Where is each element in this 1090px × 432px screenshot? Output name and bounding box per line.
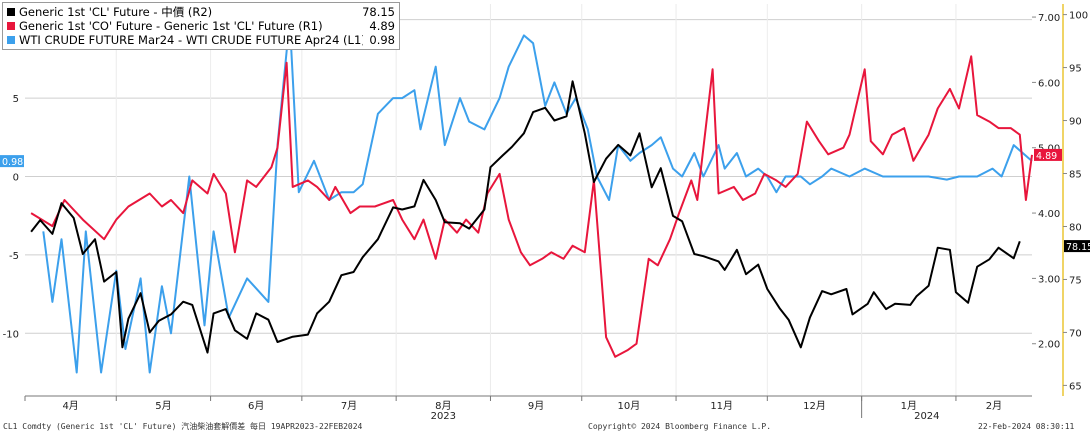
legend-value-wti: 0.98: [369, 33, 395, 47]
last-value-tags: 0.98 4.89 78.15: [0, 148, 1090, 253]
legend-label-cl: Generic 1st 'CL' Future - 中價 (R2): [19, 5, 213, 19]
x-tick-label: 8月: [435, 400, 451, 412]
tag-spread: 4.89: [1036, 151, 1057, 162]
series-line-r2: [30, 80, 1021, 354]
legend-item-wti: WTI CRUDE FUTURE Mar24 - WTI CRUDE FUTUR…: [7, 33, 395, 47]
legend-value-cl: 78.15: [362, 5, 395, 19]
legend-label-spread: Generic 1st 'CO' Future - Generic 1st 'C…: [19, 19, 323, 33]
year-label: 2023: [431, 411, 456, 422]
x-tick-label: 7月: [341, 400, 357, 412]
x-tick-label: 2月: [986, 400, 1002, 412]
legend-swatch-wti: [7, 36, 15, 44]
x-tick-label: 4月: [62, 400, 78, 412]
r2-tick-label: 90: [1069, 117, 1082, 128]
footer-source: CL1 Comdty (Generic 1st 'CL' Future) 汽油柴…: [3, 422, 363, 431]
legend-swatch-cl: [7, 8, 15, 16]
r2-tick-label: 95: [1069, 64, 1082, 75]
r1-tick-label: 3.00: [1038, 274, 1060, 285]
left-axis: 1050-5-10: [3, 16, 19, 341]
right-axis-r2: 100 95 90 85 80 75 70 65: [1062, 4, 1088, 396]
legend-value-spread: 4.89: [369, 19, 395, 33]
r2-tick-label: 100: [1069, 11, 1088, 22]
legend-label-wti: WTI CRUDE FUTURE Mar24 - WTI CRUDE FUTUR…: [19, 33, 364, 47]
series-lines: [30, 18, 1033, 374]
r2-tick-label: 80: [1069, 222, 1082, 233]
r1-tick-label: 2.00: [1038, 340, 1060, 351]
gridlines: [25, 4, 1032, 396]
legend-item-spread: Generic 1st 'CO' Future - Generic 1st 'C…: [7, 19, 395, 33]
year-label: 2024: [914, 411, 939, 422]
r2-tick-label: 70: [1069, 328, 1082, 339]
x-tick-label: 5月: [155, 400, 171, 412]
r2-tick-label: 65: [1069, 381, 1082, 392]
x-tick-label: 6月: [248, 400, 264, 412]
left-tick-label: 5: [13, 94, 19, 105]
r2-tick-label: 75: [1069, 275, 1082, 286]
left-tick-label: -10: [3, 329, 19, 340]
legend-swatch-spread: [7, 22, 15, 30]
tag-wti: 0.98: [2, 157, 23, 168]
x-tick-label: 9月: [528, 400, 544, 412]
right-axis-r1: 7.006.005.004.003.002.00: [1032, 13, 1060, 351]
x-axis: 4月 5月 6月 7月 8月 9月 10月 11月 12月 1月 2月 2023 2024: [24, 395, 1032, 422]
r1-tick-label: 7.00: [1038, 13, 1060, 24]
left-tick-label: 0: [13, 172, 19, 183]
series-line-l1: [42, 18, 1033, 374]
left-tick-label: -5: [9, 251, 19, 262]
tag-cl-bg: [1064, 240, 1090, 253]
x-tick-label: 10月: [618, 400, 641, 412]
footer-copyright: Copyright© 2024 Bloomberg Finance L.P.: [588, 422, 772, 431]
tag-cl: 78.15: [1066, 242, 1090, 253]
r2-tick-label: 85: [1069, 170, 1082, 181]
x-tick-label: 12月: [803, 400, 826, 412]
tag-spread-bg: [1034, 148, 1062, 161]
series-line-r1: [30, 55, 1033, 358]
chart-legend: Generic 1st 'CL' Future - 中價 (R2) 78.15 …: [2, 2, 400, 50]
r1-tick-label: 4.00: [1038, 209, 1060, 220]
x-tick-label: 11月: [710, 400, 733, 412]
x-tick-label: 1月: [901, 400, 917, 412]
tag-wti-bg: [0, 155, 24, 168]
legend-item-cl: Generic 1st 'CL' Future - 中價 (R2) 78.15: [7, 5, 395, 19]
r1-tick-label: 6.00: [1038, 78, 1060, 89]
footer-timestamp: 22-Feb-2024 08:30:11: [978, 422, 1075, 431]
